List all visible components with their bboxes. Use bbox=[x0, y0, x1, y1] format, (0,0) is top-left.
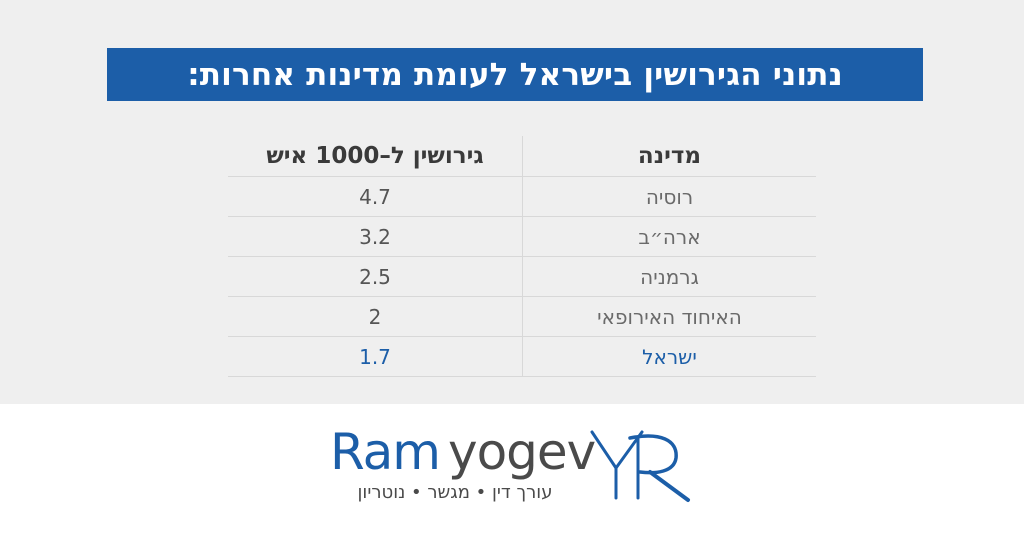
logo-monogram: YR bbox=[590, 430, 690, 502]
logo-last-name: yogev bbox=[448, 423, 596, 481]
rate-cell: 2 bbox=[228, 296, 523, 337]
country-cell: רוסיה bbox=[522, 176, 816, 217]
table-row-highlighted: ישראל 1.7 bbox=[228, 336, 816, 377]
page-title: נתוני הגירושין בישראל לעומת מדינות אחרות… bbox=[107, 48, 923, 101]
country-cell: גרמניה bbox=[522, 256, 816, 297]
table-row: רוסיה 4.7 bbox=[228, 176, 816, 217]
logo-tagline: עורך דין • מגשר • נוטריון bbox=[357, 482, 553, 503]
table-header-row: מדינה גירושין ל–1000 איש bbox=[228, 136, 816, 177]
header-rate: גירושין ל–1000 איש bbox=[228, 136, 523, 177]
rate-cell: 3.2 bbox=[228, 216, 523, 257]
table-row: גרמניה 2.5 bbox=[228, 256, 816, 297]
infographic-panel: נתוני הגירושין בישראל לעומת מדינות אחרות… bbox=[0, 0, 1024, 404]
country-cell: האיחוד האירופאי bbox=[522, 296, 816, 337]
rate-cell: 4.7 bbox=[228, 176, 523, 217]
logo-wordmark: Ram yogev bbox=[330, 423, 596, 481]
rate-cell: 2.5 bbox=[228, 256, 523, 297]
table-row: האיחוד האירופאי 2 bbox=[228, 296, 816, 337]
logo-first-name: Ram bbox=[330, 423, 441, 481]
country-cell: ישראל bbox=[522, 336, 816, 377]
header-country: מדינה bbox=[522, 136, 816, 177]
divorce-rate-table: מדינה גירושין ל–1000 איש רוסיה 4.7 ארה״ב… bbox=[228, 136, 816, 377]
country-cell: ארה״ב bbox=[522, 216, 816, 257]
rate-cell: 1.7 bbox=[228, 336, 523, 377]
table-row: ארה״ב 3.2 bbox=[228, 216, 816, 257]
